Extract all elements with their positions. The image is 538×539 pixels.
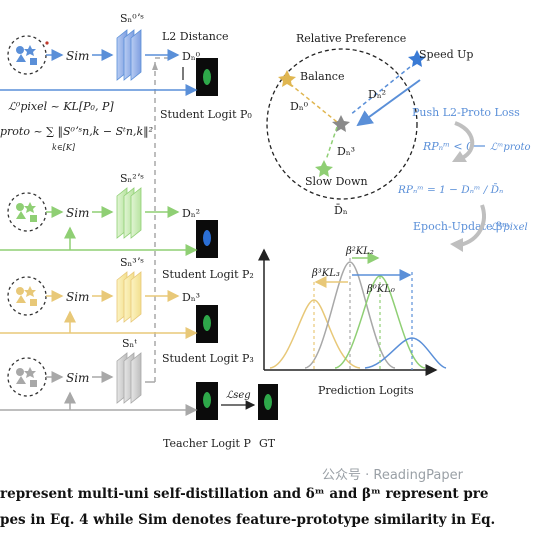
prototype-stack-yellow: [117, 272, 141, 322]
rp-cond: RPₙᵐ < 0: [422, 140, 473, 153]
logits-distribution-chart: β³KL₃ β²KL₂ β⁰KL₀ Prediction Logits: [264, 246, 446, 397]
sim-label-top: Sim: [66, 49, 89, 63]
sim-label-green: Sim: [66, 206, 89, 220]
loss-pixel-label: ℒ⁰pixel ~ KL[P₀, P]: [8, 100, 114, 113]
gt-label: GT: [259, 437, 276, 450]
caption-line-1: represent multi-uni self-distillation an…: [0, 486, 538, 502]
watermark: 公众号 · ReadingPaper: [322, 464, 463, 483]
slow-down-label: Slow Down: [305, 175, 368, 188]
d3-pref-label: Dₙ³: [337, 145, 355, 158]
d2-pref-label: Dₙ²: [368, 88, 386, 101]
speed-up-label: Speed Up: [419, 48, 473, 61]
balance-star-icon: [278, 70, 296, 87]
d0-label: Dₙ⁰: [290, 100, 309, 113]
l2-distance-label: L2 Distance: [162, 30, 229, 43]
b3-label: β³KL₃: [311, 268, 340, 279]
logit-label-green: Student Logit P₂: [162, 268, 254, 281]
lproto-label: ℒᵐproto: [490, 142, 531, 153]
proto-label-top: Sₙ⁰ʼˢ: [120, 12, 144, 25]
proto-label-gray: Sₙᵗ: [122, 337, 137, 350]
balance-label: Balance: [300, 70, 344, 83]
dbar-label: D̄ₙ: [334, 204, 348, 217]
dist-label-yellow: Dₙ³: [182, 291, 200, 304]
dist-label-green: Dₙ²: [182, 207, 200, 220]
teacher-logit-label: Teacher Logit P: [163, 437, 251, 450]
logit-label-yellow: Student Logit P₃: [162, 352, 254, 365]
prototype-stack-top: [117, 30, 141, 80]
axis-label: Prediction Logits: [318, 384, 414, 397]
lpixel-label: ℒᵐpixel: [490, 222, 528, 233]
caption-line-2: pes in Eq. 4 while Sim denotes feature-p…: [0, 512, 538, 528]
center-star-icon: [332, 115, 350, 132]
pref-title: Relative Preference: [296, 32, 406, 45]
proto-label-yellow: Sₙ³ʼˢ: [120, 256, 144, 269]
sim-label-gray: Sim: [66, 371, 89, 385]
prototype-stack-gray: [117, 353, 141, 403]
logit-label-top: Student Logit P₀: [160, 108, 252, 121]
b0-label: β⁰KL₀: [366, 284, 395, 295]
sim-label-yellow: Sim: [66, 290, 89, 304]
proto-label-green: Sₙ²ʼˢ: [120, 172, 144, 185]
seg-loss-label: ℒseg: [226, 390, 251, 401]
prototype-stack-green: [117, 188, 141, 238]
branch-top: Sim Sₙ⁰ʼˢ L2 Distance Dₙ⁰ Student Logit …: [0, 12, 252, 152]
push-label: Push L2-Proto Loss: [412, 106, 520, 119]
loss-proto-sub: k∈[K]: [52, 143, 76, 152]
loss-proto-label: proto ~ ∑ ‖S⁰ʼˢn,k − Sᵗn,k‖²: [0, 125, 153, 139]
rp-equation: RPₙᵐ = 1 − Dₙᵐ / D̄ₙ: [397, 183, 503, 196]
b2-label: β²KL₂: [345, 246, 374, 257]
